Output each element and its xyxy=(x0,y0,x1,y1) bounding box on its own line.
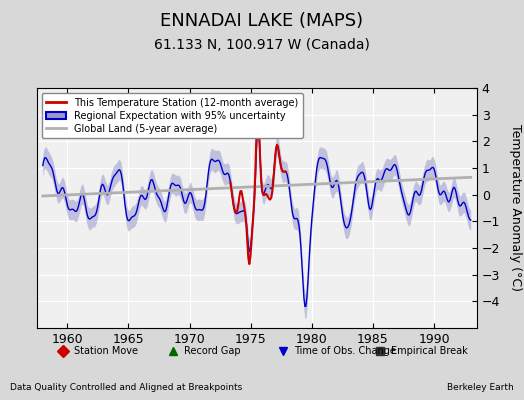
Text: Data Quality Controlled and Aligned at Breakpoints: Data Quality Controlled and Aligned at B… xyxy=(10,383,243,392)
Legend: This Temperature Station (12-month average), Regional Expectation with 95% uncer: This Temperature Station (12-month avera… xyxy=(41,93,303,138)
Y-axis label: Temperature Anomaly (°C): Temperature Anomaly (°C) xyxy=(509,124,522,292)
Text: ENNADAI LAKE (MAPS): ENNADAI LAKE (MAPS) xyxy=(160,12,364,30)
Text: 61.133 N, 100.917 W (Canada): 61.133 N, 100.917 W (Canada) xyxy=(154,38,370,52)
Text: Station Move: Station Move xyxy=(74,346,138,356)
Text: Berkeley Earth: Berkeley Earth xyxy=(447,383,514,392)
Text: Record Gap: Record Gap xyxy=(184,346,241,356)
Text: Empirical Break: Empirical Break xyxy=(391,346,468,356)
Text: Time of Obs. Change: Time of Obs. Change xyxy=(294,346,396,356)
